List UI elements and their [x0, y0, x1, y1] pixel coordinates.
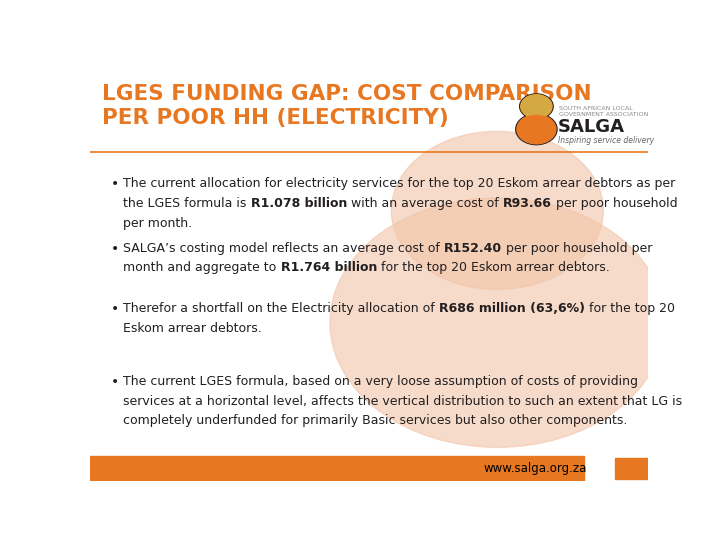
- Text: •: •: [111, 302, 120, 316]
- Circle shape: [517, 114, 556, 144]
- Circle shape: [521, 94, 552, 118]
- Circle shape: [516, 114, 557, 145]
- Text: SALGA’s costing model reflects an average cost of: SALGA’s costing model reflects an averag…: [124, 241, 444, 254]
- Text: per month.: per month.: [124, 217, 193, 230]
- Text: for the top 20 Eskom arrear debtors.: for the top 20 Eskom arrear debtors.: [377, 261, 610, 274]
- Circle shape: [518, 116, 555, 143]
- Text: •: •: [111, 375, 120, 389]
- Text: with an average cost of: with an average cost of: [347, 197, 503, 210]
- Text: R1.078 billion: R1.078 billion: [251, 197, 347, 210]
- Text: SALGA: SALGA: [557, 118, 625, 136]
- Text: services at a horizontal level, affects the vertical distribution to such an ext: services at a horizontal level, affects …: [124, 395, 683, 408]
- Text: R686 million (63,6%): R686 million (63,6%): [439, 302, 585, 315]
- Text: per poor household per: per poor household per: [503, 241, 653, 254]
- Bar: [90, 456, 584, 481]
- Circle shape: [520, 94, 553, 119]
- Text: R1.764 billion: R1.764 billion: [281, 261, 377, 274]
- Bar: [615, 458, 648, 478]
- Text: Inspiring service delivery: Inspiring service delivery: [557, 136, 654, 145]
- Circle shape: [330, 198, 665, 447]
- Text: www.salga.org.za: www.salga.org.za: [483, 462, 587, 475]
- Text: Eskom arrear debtors.: Eskom arrear debtors.: [124, 322, 262, 335]
- Text: •: •: [111, 241, 120, 255]
- Text: The current LGES formula, based on a very loose assumption of costs of providing: The current LGES formula, based on a ver…: [124, 375, 639, 388]
- Text: Therefor a shortfall on the Electricity allocation of: Therefor a shortfall on the Electricity …: [124, 302, 439, 315]
- Text: R93.66: R93.66: [503, 197, 552, 210]
- Circle shape: [522, 96, 551, 117]
- Text: •: •: [111, 177, 120, 191]
- Text: The current allocation for electricity services for the top 20 Eskom arrear debt: The current allocation for electricity s…: [124, 177, 676, 190]
- Text: R152.40: R152.40: [444, 241, 503, 254]
- Text: the LGES formula is: the LGES formula is: [124, 197, 251, 210]
- Text: SOUTH AFRICAN LOCAL
GOVERNMENT ASSOCIATION: SOUTH AFRICAN LOCAL GOVERNMENT ASSOCIATI…: [559, 106, 648, 117]
- Text: per poor household: per poor household: [552, 197, 678, 210]
- Circle shape: [392, 131, 603, 289]
- Text: for the top 20: for the top 20: [585, 302, 675, 315]
- Text: LGES FUNDING GAP: COST COMPARISON
PER POOR HH (ELECTRICITY): LGES FUNDING GAP: COST COMPARISON PER PO…: [102, 84, 592, 127]
- Text: completely underfunded for primarily Basic services but also other components.: completely underfunded for primarily Bas…: [124, 415, 628, 428]
- Text: month and aggregate to: month and aggregate to: [124, 261, 281, 274]
